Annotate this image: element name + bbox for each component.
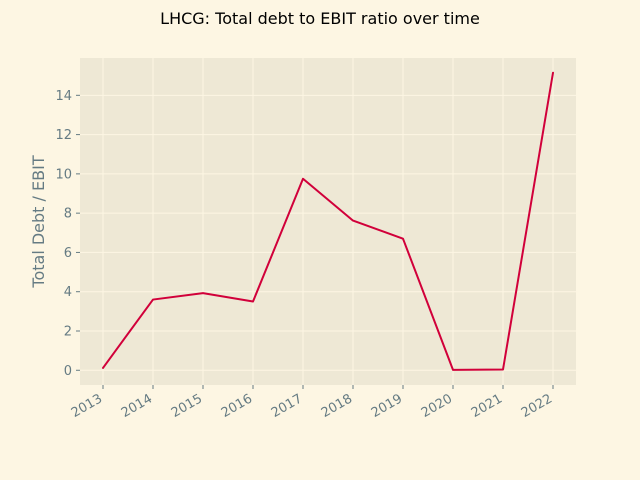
y-axis-ticks: 0 2 4 6 8 10 12 14	[55, 89, 80, 379]
y-tick-label: 12	[55, 128, 72, 143]
y-tick-label: 4	[64, 285, 72, 300]
y-axis-label: Total Debt / EBIT	[29, 155, 48, 288]
y-tick-label: 2	[64, 324, 72, 339]
y-tick-label: 0	[64, 364, 72, 379]
y-tick-label: 10	[55, 167, 72, 182]
chart-title: LHCG: Total debt to EBIT ratio over time	[160, 9, 480, 28]
plot-area	[80, 58, 576, 385]
y-tick-label: 6	[64, 246, 72, 261]
series	[102, 71, 554, 371]
y-tick-label: 14	[55, 89, 72, 104]
y-tick-label: 8	[64, 207, 72, 222]
series-line	[102, 71, 554, 371]
